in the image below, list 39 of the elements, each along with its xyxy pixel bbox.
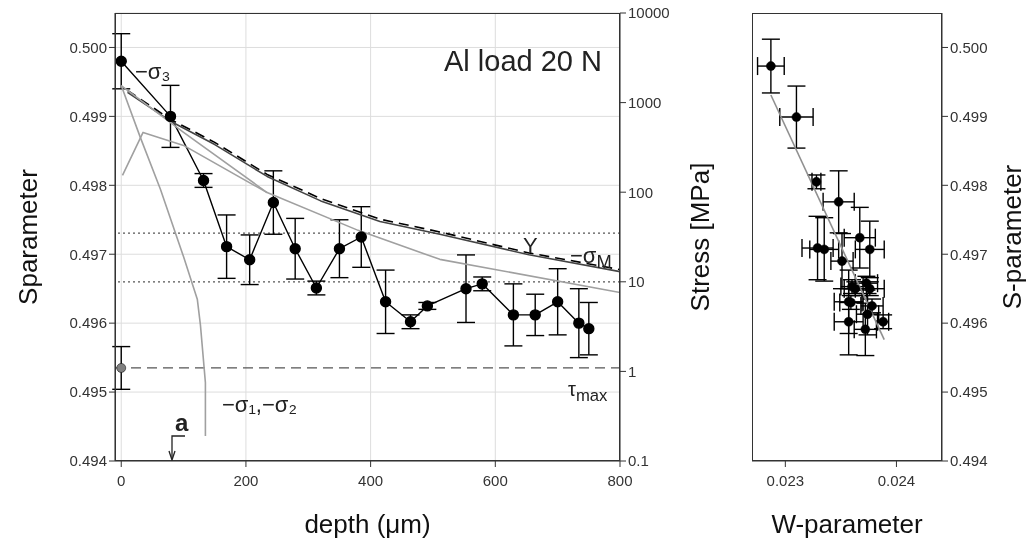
annotation: Al load 20 N [444, 45, 602, 78]
annotation: Y [523, 233, 538, 259]
y-tick-label: 0.500 [950, 38, 988, 56]
annotation: −σ₃ [135, 59, 171, 85]
y-tick-label: 0.494 [69, 452, 107, 470]
y-axis-title: S-parameter [996, 164, 1028, 310]
annotation: −σ₁,−σ₂ [222, 392, 297, 418]
x-tick-label: 400 [358, 471, 384, 489]
x-axis-title: depth (μm) [303, 509, 432, 540]
y-axis-title: Sparameter [12, 169, 44, 305]
y-tick-label: 0.498 [69, 176, 107, 194]
y-tick-label: 0.495 [69, 383, 107, 401]
y-tick-label: 0.497 [950, 245, 988, 263]
x-tick-label: 600 [482, 471, 508, 489]
x-axis-title: W-parameter [770, 509, 924, 540]
x-tick-label: 200 [233, 471, 259, 489]
y-tick-label: 0.500 [69, 38, 107, 56]
x-tick-label: 0 [117, 471, 126, 489]
annotation: a [175, 409, 189, 437]
y-tick-label: 0.498 [950, 176, 988, 194]
y2-tick-label: 10 [628, 273, 645, 291]
y-tick-label: 0.496 [69, 314, 107, 332]
y-tick-label: 0.496 [950, 314, 988, 332]
y-tick-label: 0.499 [69, 107, 107, 125]
annotation: τ$_{max}$ [568, 378, 608, 406]
x-tick-label: 0.024 [877, 471, 916, 489]
y2-tick-label: 10000 [628, 4, 670, 22]
annotation: −σ$_{M}$ [570, 243, 612, 273]
y2-tick-label: 100 [628, 183, 654, 201]
x-tick-label: 0.023 [766, 471, 805, 489]
y-tick-label: 0.497 [69, 245, 107, 263]
y2-tick-label: 0.1 [628, 452, 649, 470]
y2-tick-label: 1 [628, 362, 637, 380]
y-tick-label: 0.494 [950, 452, 988, 470]
y2-axis-title: Stress [MPa] [684, 162, 716, 312]
y2-tick-label: 1000 [628, 93, 662, 111]
x-tick-label: 800 [607, 471, 633, 489]
y-tick-label: 0.495 [950, 383, 988, 401]
y-tick-label: 0.499 [950, 107, 988, 125]
